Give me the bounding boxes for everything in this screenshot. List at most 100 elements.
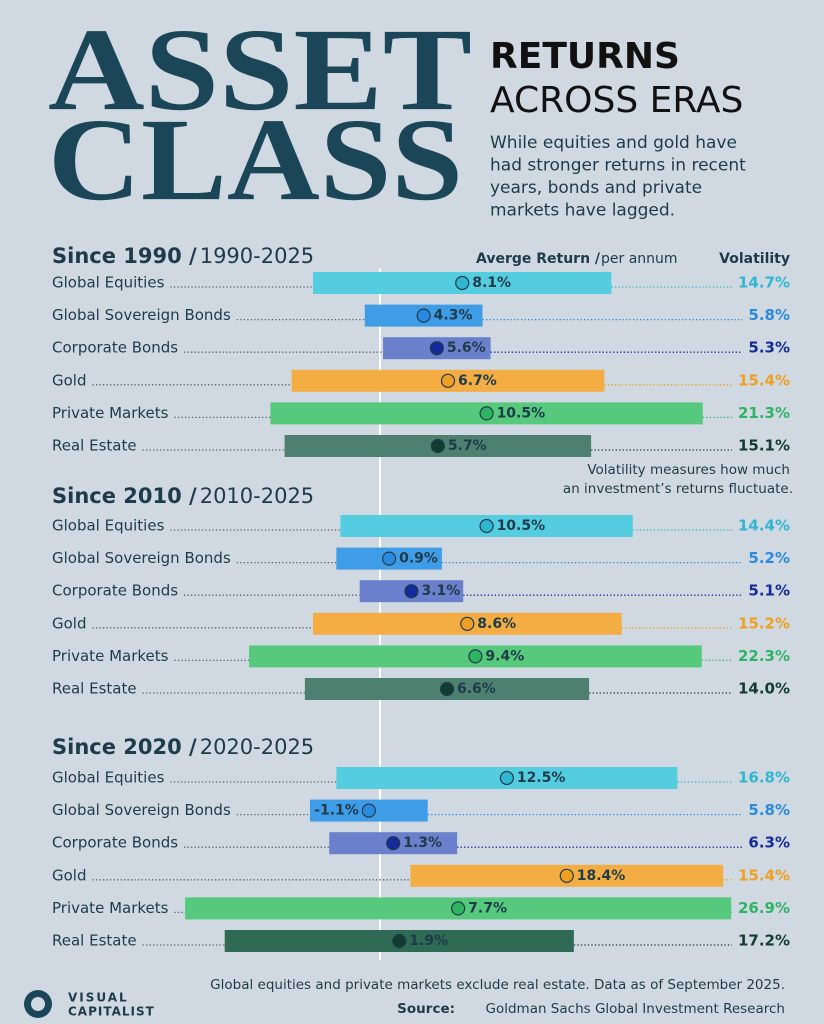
category-label: Private Markets bbox=[52, 404, 169, 422]
return-label: 8.1% bbox=[472, 275, 511, 291]
volatility-label: 5.8% bbox=[748, 801, 790, 819]
volatility-label: 15.2% bbox=[738, 614, 790, 632]
volatility-label: 14.4% bbox=[738, 517, 790, 535]
return-dot bbox=[479, 406, 494, 421]
volatility-label: 5.1% bbox=[748, 582, 790, 600]
volatility-label: 15.4% bbox=[738, 866, 790, 884]
return-dot bbox=[416, 308, 431, 323]
volatility-label: 14.0% bbox=[738, 680, 790, 698]
return-dot bbox=[439, 681, 455, 697]
return-label: 4.3% bbox=[434, 308, 473, 324]
logo-text: VISUAL bbox=[68, 991, 129, 1005]
category-label: Global Sovereign Bonds bbox=[52, 306, 231, 324]
description-line: years, bonds and private bbox=[490, 178, 702, 198]
volatility-label: 5.8% bbox=[748, 306, 790, 324]
return-dot bbox=[386, 836, 401, 851]
return-label: -1.1% bbox=[314, 803, 359, 819]
return-dot bbox=[382, 551, 397, 566]
return-label: 6.6% bbox=[457, 681, 496, 697]
return-dot bbox=[361, 803, 376, 818]
column-header: Averge Return / bbox=[476, 251, 601, 267]
volatility-label: 6.3% bbox=[748, 834, 790, 852]
category-label: Real Estate bbox=[52, 680, 137, 698]
return-dot bbox=[440, 373, 456, 388]
category-label: Gold bbox=[52, 614, 87, 632]
return-label: 0.9% bbox=[399, 551, 438, 567]
volatility-label: 14.7% bbox=[738, 274, 790, 292]
category-label: Global Equities bbox=[52, 769, 165, 787]
return-dot bbox=[460, 616, 475, 631]
return-label: 7.7% bbox=[468, 900, 507, 916]
return-label: 18.4% bbox=[577, 868, 626, 884]
subtitle: ACROSS ERAS bbox=[490, 80, 743, 121]
logo-text: CAPITALIST bbox=[68, 1005, 155, 1019]
category-label: Real Estate bbox=[52, 437, 137, 455]
return-label: 10.5% bbox=[497, 518, 546, 534]
return-label: 8.6% bbox=[477, 616, 516, 632]
category-label: Corporate Bonds bbox=[52, 339, 178, 357]
column-header: per annum bbox=[601, 251, 678, 267]
logo: VISUAL CAPITALIST bbox=[24, 990, 155, 1019]
return-label: 1.9% bbox=[409, 933, 448, 949]
volatility-label: 22.3% bbox=[738, 647, 790, 665]
volatility-label: 21.3% bbox=[738, 404, 790, 422]
category-label: Corporate Bonds bbox=[52, 582, 178, 600]
description-line: markets have lagged. bbox=[490, 201, 675, 221]
volatility-label: 16.8% bbox=[738, 769, 790, 787]
category-label: Global Equities bbox=[52, 274, 165, 292]
return-dot bbox=[559, 868, 574, 883]
return-dot bbox=[455, 275, 470, 291]
return-label: 5.6% bbox=[447, 340, 486, 356]
return-label: 12.5% bbox=[517, 770, 566, 786]
category-label: Global Sovereign Bonds bbox=[52, 549, 231, 567]
return-dot bbox=[404, 584, 419, 599]
return-dot bbox=[392, 933, 407, 949]
title-class: CLASS bbox=[48, 94, 463, 225]
volatility-label: 5.2% bbox=[748, 549, 790, 567]
return-label: 3.1% bbox=[421, 583, 460, 599]
return-dot bbox=[430, 438, 445, 454]
description-line: While equities and gold have bbox=[490, 133, 737, 153]
return-label: 10.5% bbox=[497, 405, 546, 421]
subtitle: RETURNS bbox=[490, 36, 680, 77]
return-dot bbox=[499, 770, 514, 786]
category-label: Corporate Bonds bbox=[52, 834, 178, 852]
footnote: Global equities and private markets excl… bbox=[210, 977, 785, 993]
source-label: Source: bbox=[397, 1001, 455, 1017]
volatility-label: 26.9% bbox=[738, 899, 790, 917]
note: an investment’s returns fluctuate. bbox=[563, 481, 793, 497]
source: Goldman Sachs Global Investment Research bbox=[486, 1001, 786, 1017]
volatility-label: 15.1% bbox=[738, 437, 790, 455]
title-asset: ASSET bbox=[48, 4, 472, 135]
volatility-label: 17.2% bbox=[738, 932, 790, 950]
category-label: Global Sovereign Bonds bbox=[52, 801, 231, 819]
return-label: 9.4% bbox=[485, 648, 524, 664]
return-label: 6.7% bbox=[458, 373, 497, 389]
section-title: Since 1990 / bbox=[52, 244, 197, 268]
section-subtitle: 1990-2025 bbox=[200, 244, 314, 268]
category-label: Private Markets bbox=[52, 899, 169, 917]
volatility-label: 5.3% bbox=[748, 339, 790, 357]
description-line: had stronger returns in recent bbox=[490, 156, 746, 176]
logo-mark bbox=[31, 997, 45, 1011]
column-header: Volatility bbox=[719, 251, 790, 267]
section-title: Since 2020 / bbox=[52, 735, 197, 759]
category-label: Private Markets bbox=[52, 647, 169, 665]
return-label: 5.7% bbox=[448, 438, 487, 454]
section-subtitle: 2010-2025 bbox=[200, 484, 314, 508]
return-dot bbox=[451, 901, 466, 916]
section-title: Since 2010 / bbox=[52, 484, 197, 508]
return-dot bbox=[429, 341, 444, 356]
volatility-label: 15.4% bbox=[738, 371, 790, 389]
category-label: Global Equities bbox=[52, 517, 165, 535]
return-label: 1.3% bbox=[403, 835, 442, 851]
section-subtitle: 2020-2025 bbox=[200, 735, 314, 759]
return-dot bbox=[479, 518, 494, 534]
category-label: Real Estate bbox=[52, 932, 137, 950]
category-label: Gold bbox=[52, 371, 87, 389]
note: Volatility measures how much bbox=[587, 462, 790, 478]
description: While equities and gold have had stronger… bbox=[490, 133, 746, 221]
category-label: Gold bbox=[52, 866, 87, 884]
return-dot bbox=[468, 649, 483, 664]
